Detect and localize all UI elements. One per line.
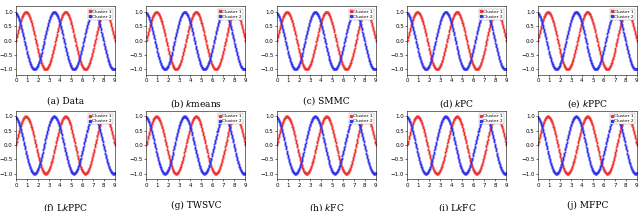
Legend: Cluster 1, Cluster 2: Cluster 1, Cluster 2 (349, 113, 374, 124)
Legend: Cluster 1, Cluster 2: Cluster 1, Cluster 2 (610, 113, 635, 124)
Text: (f) L$k$PPC: (f) L$k$PPC (43, 201, 88, 211)
Legend: Cluster 1, Cluster 2: Cluster 1, Cluster 2 (479, 9, 504, 20)
Text: (c) SMMC: (c) SMMC (303, 97, 349, 106)
Text: (b) $k$means: (b) $k$means (170, 97, 222, 110)
Text: (h) $k$FC: (h) $k$FC (308, 201, 344, 211)
Legend: Cluster 1, Cluster 2: Cluster 1, Cluster 2 (610, 9, 635, 20)
Text: (d) $k$PC: (d) $k$PC (439, 97, 474, 110)
Text: (e) $k$PPC: (e) $k$PPC (567, 97, 608, 110)
Text: (a) Data: (a) Data (47, 97, 84, 106)
Text: (i) L$k$FC: (i) L$k$FC (438, 201, 476, 211)
Legend: Cluster 1, Cluster 2: Cluster 1, Cluster 2 (218, 113, 243, 124)
Text: (j) MFPC: (j) MFPC (566, 201, 608, 210)
Text: (g) TWSVC: (g) TWSVC (171, 201, 221, 210)
Legend: Cluster 1, Cluster 2: Cluster 1, Cluster 2 (349, 9, 374, 20)
Legend: Cluster 1, Cluster 2: Cluster 1, Cluster 2 (218, 9, 243, 20)
Legend: Cluster 1, Cluster 2: Cluster 1, Cluster 2 (88, 9, 113, 20)
Legend: Cluster 1, Cluster 2: Cluster 1, Cluster 2 (88, 113, 113, 124)
Legend: Cluster 1, Cluster 2: Cluster 1, Cluster 2 (479, 113, 504, 124)
